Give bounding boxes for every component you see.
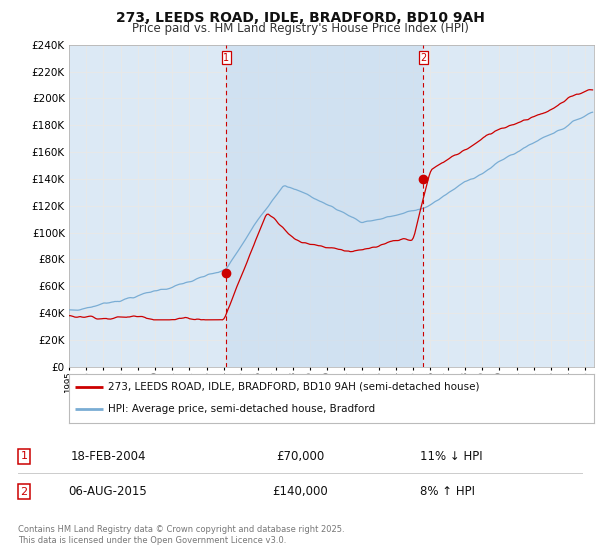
- Text: 1: 1: [223, 53, 229, 63]
- Text: 1: 1: [20, 451, 28, 461]
- Text: 18-FEB-2004: 18-FEB-2004: [70, 450, 146, 463]
- Text: £70,000: £70,000: [276, 450, 324, 463]
- Text: 8% ↑ HPI: 8% ↑ HPI: [420, 485, 475, 498]
- Text: £140,000: £140,000: [272, 485, 328, 498]
- Text: 11% ↓ HPI: 11% ↓ HPI: [420, 450, 482, 463]
- Text: 273, LEEDS ROAD, IDLE, BRADFORD, BD10 9AH: 273, LEEDS ROAD, IDLE, BRADFORD, BD10 9A…: [116, 11, 484, 25]
- Text: HPI: Average price, semi-detached house, Bradford: HPI: Average price, semi-detached house,…: [109, 404, 376, 414]
- Text: 2: 2: [20, 487, 28, 497]
- Text: 273, LEEDS ROAD, IDLE, BRADFORD, BD10 9AH (semi-detached house): 273, LEEDS ROAD, IDLE, BRADFORD, BD10 9A…: [109, 382, 480, 392]
- Text: 06-AUG-2015: 06-AUG-2015: [68, 485, 148, 498]
- Text: 2: 2: [420, 53, 427, 63]
- Text: Contains HM Land Registry data © Crown copyright and database right 2025.
This d: Contains HM Land Registry data © Crown c…: [18, 525, 344, 545]
- Text: Price paid vs. HM Land Registry's House Price Index (HPI): Price paid vs. HM Land Registry's House …: [131, 22, 469, 35]
- Bar: [226, 45, 424, 367]
